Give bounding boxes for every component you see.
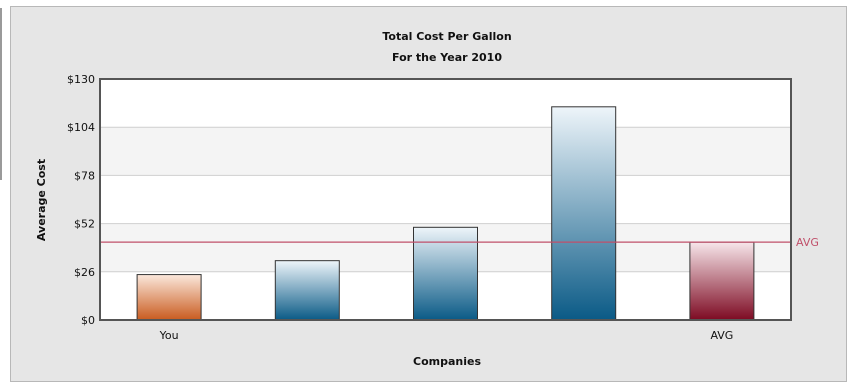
plot-border [99, 78, 792, 321]
x-tick-label: AVG [710, 329, 733, 342]
left-edge-strip [0, 8, 2, 180]
y-tick-label: $0 [81, 314, 95, 327]
y-axis-title: Average Cost [35, 159, 48, 241]
chart-subtitle: For the Year 2010 [392, 51, 502, 64]
y-tick-label: $26 [74, 266, 95, 279]
y-tick-label: $78 [74, 169, 95, 182]
x-axis-title: Companies [413, 355, 481, 368]
y-tick-label: $104 [67, 121, 95, 134]
y-tick-label: $130 [67, 73, 95, 86]
bar [413, 226, 478, 321]
chart-title: Total Cost Per Gallon [382, 30, 511, 43]
bar [689, 241, 755, 321]
bar [274, 260, 340, 321]
bar [136, 274, 202, 321]
y-tick-label: $52 [74, 218, 95, 231]
bar [551, 106, 617, 321]
grid-band [100, 127, 791, 176]
x-tick-label: You [159, 329, 179, 342]
avg-reference-label: AVG [796, 236, 819, 249]
